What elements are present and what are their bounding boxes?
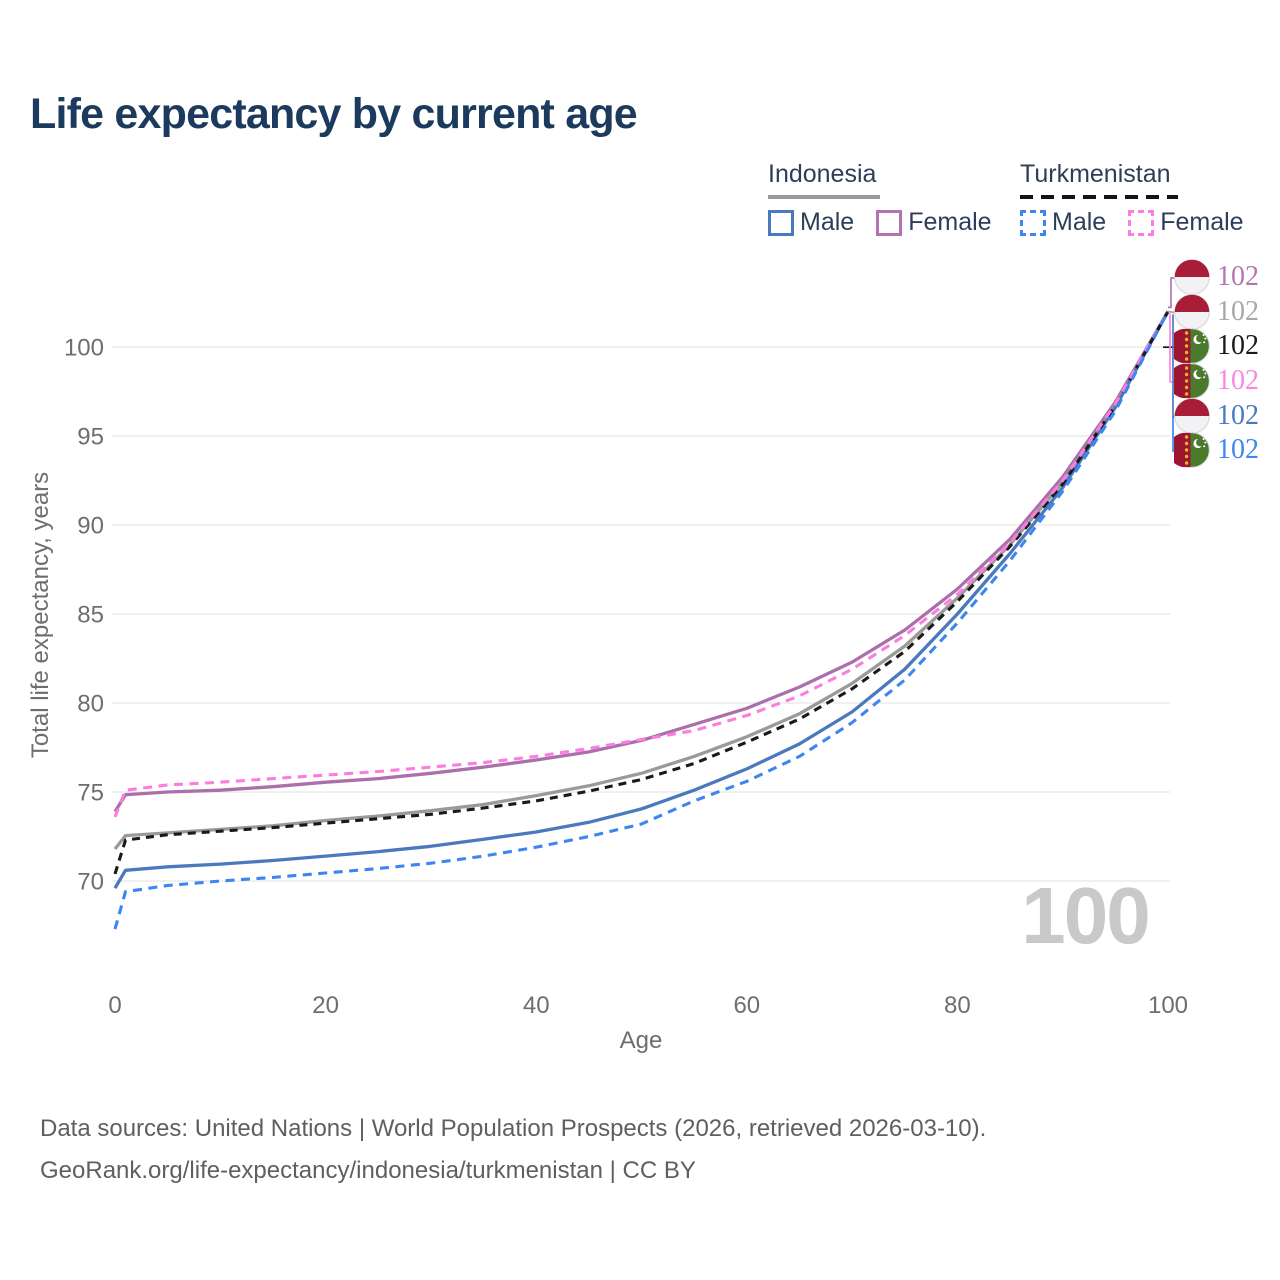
series-end-value: 102 bbox=[1217, 261, 1259, 293]
leader-line bbox=[1168, 277, 1175, 309]
indonesia-line-style-swatch bbox=[768, 195, 880, 199]
y-tick-90: 90 bbox=[77, 513, 104, 540]
series-end-label: 102 bbox=[1174, 259, 1259, 296]
series-end-label: 102 bbox=[1174, 432, 1259, 469]
y-axis-title: Total life expectancy, years bbox=[27, 472, 54, 758]
leader-line bbox=[1167, 310, 1176, 314]
legend-country-turkmenistan[interactable]: Turkmenistan bbox=[1020, 160, 1171, 188]
indonesia-male-label[interactable]: Male bbox=[800, 208, 855, 236]
series-end-value: 102 bbox=[1217, 330, 1259, 362]
y-tick-95: 95 bbox=[77, 424, 104, 451]
hover-age-watermark: 100 bbox=[1021, 871, 1150, 960]
turkmenistan-line-style-swatch bbox=[1020, 195, 1178, 199]
indonesia-flag-icon bbox=[1174, 397, 1210, 434]
indonesia-male-swatch[interactable] bbox=[768, 209, 794, 236]
legend-group-turkmenistan: Turkmenistan Male Female bbox=[1020, 160, 1266, 237]
series-end-label: 102 bbox=[1174, 328, 1259, 365]
y-tick-75: 75 bbox=[77, 780, 104, 807]
turkmenistan-male-swatch[interactable] bbox=[1020, 209, 1046, 236]
turkmenistan-female-swatch[interactable] bbox=[1128, 209, 1155, 236]
turkmenistan-flag-icon bbox=[1174, 432, 1210, 469]
series-line-indonesia-male[interactable] bbox=[113, 310, 1170, 889]
series-end-label: 102 bbox=[1174, 397, 1259, 434]
series-line-turkmenistan[interactable] bbox=[113, 310, 1170, 875]
x-tick-100: 100 bbox=[1148, 992, 1188, 1019]
series-end-value: 102 bbox=[1217, 434, 1259, 466]
series-line-indonesia-female[interactable] bbox=[113, 310, 1170, 813]
legend-group-indonesia: Indonesia Male Female bbox=[768, 160, 1014, 237]
x-tick-80: 80 bbox=[944, 992, 971, 1019]
series-end-label: 102 bbox=[1174, 294, 1259, 330]
footer-attribution: GeoRank.org/life-expectancy/indonesia/tu… bbox=[40, 1157, 696, 1184]
series-line-indonesia[interactable] bbox=[113, 310, 1170, 851]
series-end-label: 102 bbox=[1174, 363, 1259, 399]
x-tick-40: 40 bbox=[523, 992, 550, 1019]
indonesia-female-swatch[interactable] bbox=[876, 209, 903, 236]
turkmenistan-flag-icon bbox=[1174, 328, 1210, 365]
legend-country-indonesia[interactable]: Indonesia bbox=[768, 160, 877, 188]
x-axis-title: Age bbox=[620, 1027, 663, 1054]
indonesia-female-label[interactable]: Female bbox=[908, 208, 992, 236]
footer-data-sources: Data sources: United Nations | World Pop… bbox=[40, 1115, 987, 1142]
series-end-labels: 102 102 102 bbox=[1174, 259, 1259, 469]
indonesia-flag-icon bbox=[1174, 294, 1210, 330]
series-line-turkmenistan-female[interactable] bbox=[113, 310, 1170, 818]
series-line-turkmenistan-male[interactable] bbox=[113, 310, 1170, 930]
series-end-value: 102 bbox=[1217, 365, 1259, 397]
footer: Data sources: United Nations | World Pop… bbox=[40, 1108, 986, 1192]
turkmenistan-male-label[interactable]: Male bbox=[1052, 208, 1107, 236]
turkmenistan-flag-icon bbox=[1174, 363, 1210, 399]
line-chart: 70 75 80 85 90 95 100 0 20 40 60 80 100 Age Total life… bbox=[27, 277, 1188, 1054]
x-tick-60: 60 bbox=[733, 992, 760, 1019]
y-tick-80: 80 bbox=[77, 691, 104, 718]
x-tick-20: 20 bbox=[312, 992, 339, 1019]
y-tick-100: 100 bbox=[64, 335, 104, 362]
series-end-value: 102 bbox=[1217, 295, 1259, 327]
y-tick-70: 70 bbox=[77, 869, 104, 896]
page-title: Life expectancy by current age bbox=[30, 90, 638, 138]
series-end-value: 102 bbox=[1217, 399, 1259, 431]
turkmenistan-female-label[interactable]: Female bbox=[1160, 208, 1244, 236]
indonesia-flag-icon bbox=[1174, 259, 1210, 296]
x-tick-0: 0 bbox=[108, 992, 121, 1019]
y-tick-85: 85 bbox=[77, 602, 104, 629]
